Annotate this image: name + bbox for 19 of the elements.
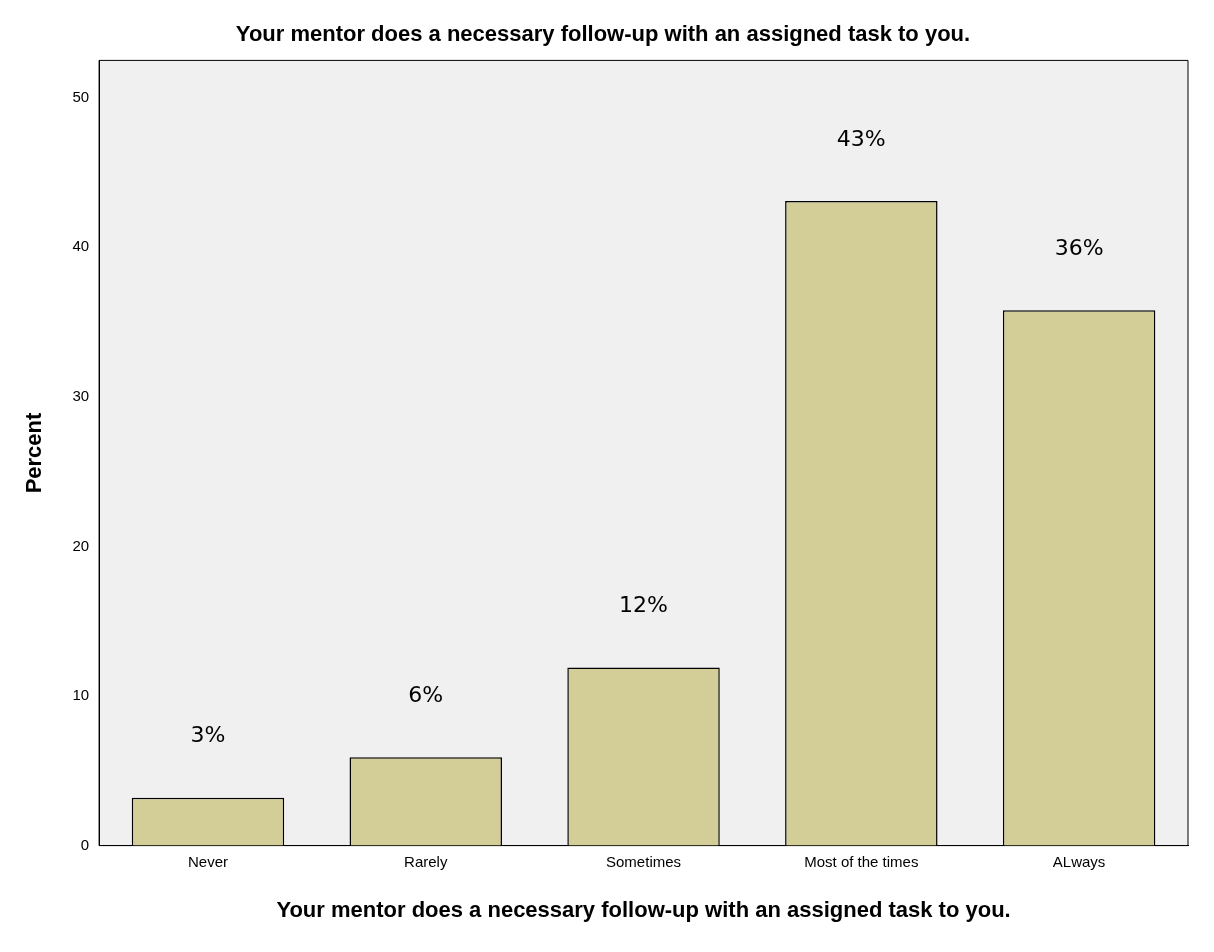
y-tick-label: 40 (72, 237, 90, 255)
x-tick-label: Rarely (404, 852, 448, 870)
data-label: 36% (1054, 234, 1104, 260)
chart-title: Your mentor does a necessary follow-up with an assigned task to you. (235, 21, 971, 47)
data-label: 3% (190, 722, 226, 748)
x-axis-title: Your mentor does a necessary follow-up with an assigned task to you. (276, 896, 1011, 922)
x-tick-label: Sometimes (606, 852, 682, 870)
x-tick-label: Most of the times (804, 852, 919, 870)
y-tick-label: 50 (72, 87, 90, 105)
y-tick-label: 30 (72, 387, 90, 405)
y-tick-label: 10 (72, 686, 90, 704)
y-tick-label: 20 (72, 536, 90, 554)
data-label: 6% (408, 682, 444, 708)
y-tick-label: 0 (80, 835, 90, 853)
x-tick-label: ALways (1052, 852, 1106, 870)
data-label: 12% (619, 592, 668, 618)
data-label: 43% (836, 125, 886, 151)
x-tick-label: Never (187, 852, 228, 870)
y-axis-title: Percent (21, 411, 47, 494)
